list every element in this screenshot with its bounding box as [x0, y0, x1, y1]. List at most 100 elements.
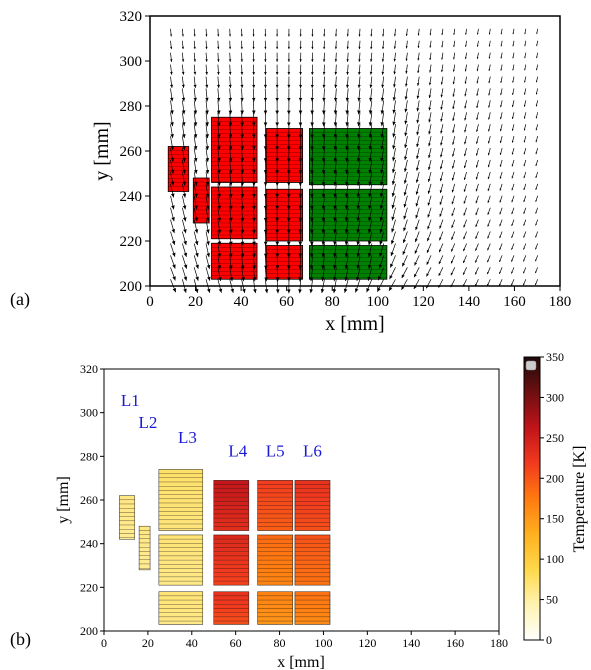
arrow-head: [429, 33, 432, 36]
arrow-head: [487, 176, 490, 180]
arrow-head: [416, 108, 420, 112]
arrow-head: [181, 122, 186, 127]
arrow-head: [441, 57, 444, 60]
arrow-head: [263, 146, 268, 151]
block-strip: [213, 559, 250, 565]
arrow-head: [369, 71, 373, 75]
arrow-head: [287, 110, 291, 115]
arrow-head: [333, 97, 338, 102]
arrow-head: [321, 158, 326, 163]
arrow-head: [333, 181, 338, 186]
arrow-head: [511, 116, 514, 119]
arrow-head: [193, 97, 197, 102]
arrow-head: [229, 265, 233, 270]
arrow-head: [345, 146, 349, 151]
panel-a-x-ticks: 0 20 40 60 80 100 120 140 160 180: [146, 286, 571, 310]
y-tick-label: 240: [120, 189, 143, 205]
arrow-head: [298, 134, 303, 139]
block-strip: [119, 512, 135, 517]
arrow-head: [438, 284, 441, 288]
block-strip: [257, 616, 293, 622]
arrow-head: [205, 110, 209, 115]
arrow-head: [403, 180, 407, 184]
arrow-head: [523, 116, 526, 119]
arrow-head: [252, 253, 256, 258]
arrow-head: [286, 205, 291, 210]
arrow-head: [390, 240, 395, 245]
arrow-head: [464, 118, 467, 121]
arrow-head: [439, 202, 443, 205]
block-strip: [213, 480, 250, 485]
arrow-head: [391, 216, 395, 221]
arrow-head: [356, 134, 361, 139]
arrow-head: [228, 193, 233, 198]
arrow-head: [183, 288, 187, 293]
arrow-head: [536, 56, 538, 59]
x-tick-label: 140: [402, 636, 420, 650]
arrow-head: [416, 120, 420, 124]
arrow-head: [465, 33, 467, 35]
arrow-head: [452, 118, 455, 122]
arrow-head: [333, 205, 337, 210]
arrow-head: [393, 58, 396, 62]
arrow-head: [378, 276, 382, 281]
block-strip: [158, 551, 203, 557]
arrow-head: [499, 212, 502, 215]
block-strip: [257, 612, 293, 618]
arrow-head: [217, 229, 222, 234]
arrow-head: [193, 110, 198, 115]
arrow-head: [523, 223, 526, 226]
arrow-head: [535, 271, 537, 274]
arrow-head: [333, 265, 337, 270]
arrow-head: [275, 182, 280, 186]
arrow-head: [311, 46, 314, 50]
arrow-head: [500, 56, 503, 59]
arrow-head: [286, 182, 291, 186]
temperature-block: [257, 591, 294, 625]
arrow-head: [356, 146, 361, 151]
arrow-head: [310, 84, 314, 88]
arrow-head: [310, 134, 314, 139]
arrow-head: [512, 56, 514, 59]
arrow-head: [205, 46, 208, 50]
arrow-head: [499, 200, 502, 203]
arrow-head: [438, 273, 441, 276]
arrow-head: [500, 68, 503, 71]
arrow-head: [321, 241, 326, 246]
arrow-head: [275, 217, 280, 222]
arrow-head: [240, 34, 243, 37]
block-strip: [294, 488, 331, 494]
arrow-head: [463, 177, 466, 180]
arrow-head: [451, 201, 454, 205]
arrow-head: [535, 211, 537, 214]
block-strip: [158, 543, 203, 548]
block-strip: [213, 501, 250, 506]
arrow-head: [334, 84, 338, 88]
arrow-head: [393, 34, 396, 37]
arrow-head: [182, 217, 187, 222]
arrow-head: [240, 122, 244, 127]
arrow-head: [206, 288, 211, 293]
arrow-head: [499, 152, 502, 155]
block-strip: [257, 564, 293, 569]
arrow-head: [440, 154, 443, 158]
arrow-head: [344, 277, 349, 282]
arrow-head: [487, 153, 490, 156]
arrow-head: [358, 34, 361, 37]
block-outline: [257, 534, 294, 586]
arrow-head: [440, 106, 443, 110]
arrow-head: [193, 46, 196, 50]
panel-b-x-label: x [mm]: [277, 654, 325, 670]
block-strip: [213, 572, 250, 578]
arrow-head: [275, 253, 280, 258]
block-strip: [257, 568, 293, 573]
block-strip: [213, 484, 250, 489]
block-strip: [138, 538, 151, 544]
arrow-head: [439, 213, 442, 217]
arrow-head: [286, 217, 291, 222]
panel-a-label: (a): [10, 289, 30, 310]
arrow-head: [252, 277, 257, 282]
y-tick-label: 280: [80, 449, 98, 463]
arrow-head: [309, 253, 314, 258]
block-strip: [213, 620, 250, 625]
